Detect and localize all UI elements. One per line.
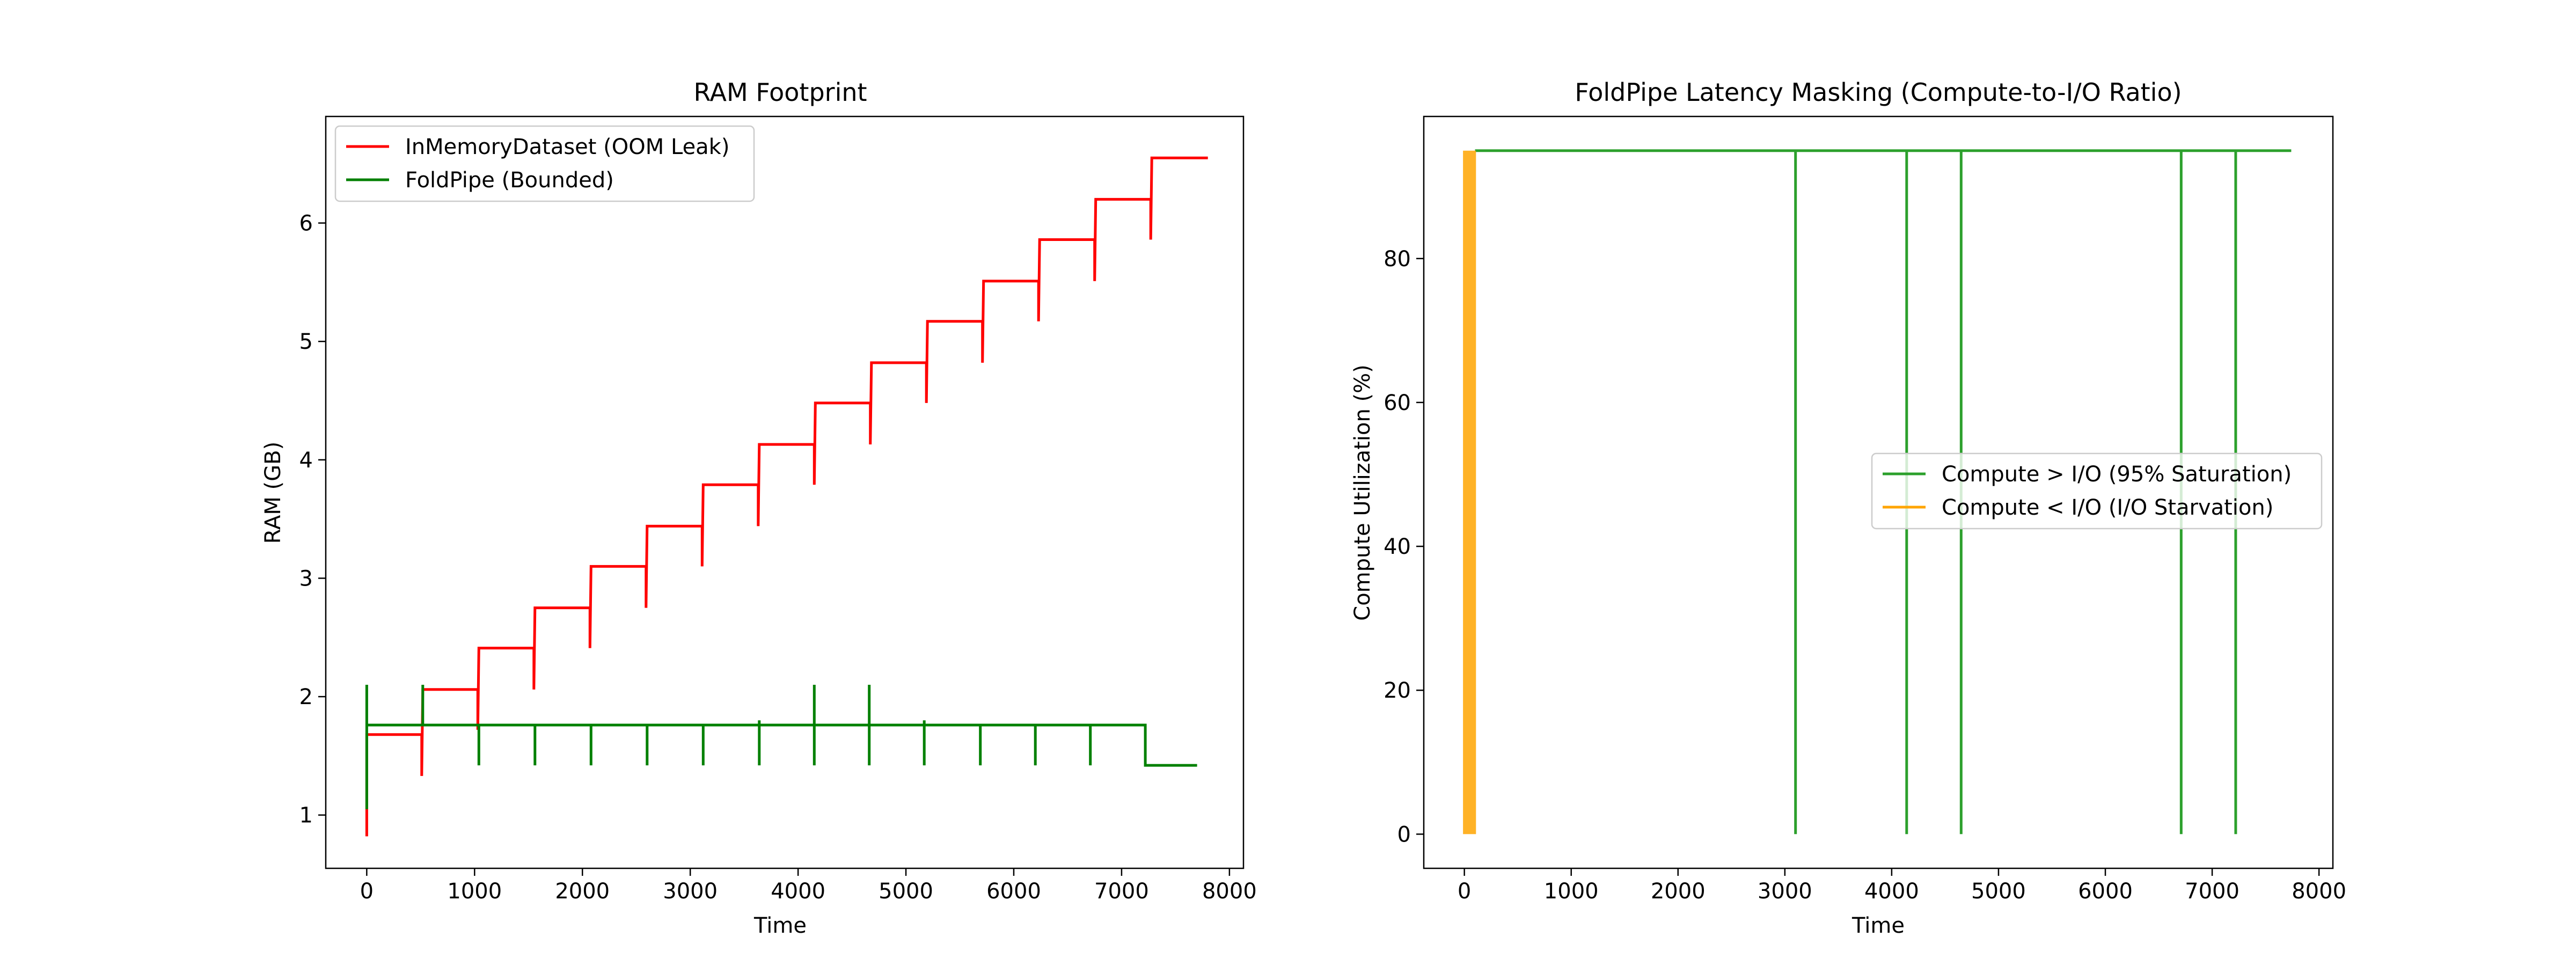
y-tick-label: 40 [1384,535,1411,559]
y-tick-label: 2 [299,685,313,709]
x-tick-label: 6000 [2078,879,2133,904]
x-tick-label: 8000 [1202,879,1257,904]
legend: Compute > I/O (95% Saturation) Compute < … [1871,452,2323,530]
y-tick-label: 60 [1384,391,1411,415]
x-tick-label: 3000 [1758,879,1812,904]
x-tick-label: 0 [360,879,374,904]
series-line-1 [1463,150,1476,835]
axes-frame [1423,115,2334,869]
x-tick-label: 5000 [879,879,933,904]
x-tick-label: 8000 [2292,879,2346,904]
series-line-0 [1475,149,2292,835]
axes-frame [325,115,1245,869]
x-axis-label: Time [1851,913,1905,938]
y-tick-label: 0 [1397,822,1411,847]
y-tick-label: 20 [1384,678,1411,703]
y-axis-label: Compute Utilization (%) [1350,364,1375,620]
y-tick-label: 80 [1384,247,1411,272]
x-tick-label: 4000 [771,879,825,904]
series-line-1 [365,685,1197,809]
x-tick-label: 2000 [1651,879,1706,904]
ram-footprint-chart: RAM Footprint 0 1000 2000 3000 4000 5000 6000 7… [261,78,1257,938]
y-tick-label: 4 [299,448,313,473]
x-tick-label: 5000 [1971,879,2026,904]
x-tick-label: 4000 [1864,879,1919,904]
y-tick-label: 1 [299,803,313,828]
y-tick-label: 6 [299,211,313,236]
legend-entry: Compute < I/O (I/O Starvation) [1942,495,2273,520]
legend-entry: Compute > I/O (95% Saturation) [1942,462,2292,487]
x-tick-label: 1000 [447,879,502,904]
x-tick-label: 0 [1458,879,1471,904]
legend: InMemoryDataset (OOM Leak) FoldPipe (Boun… [334,125,755,202]
legend-entry: InMemoryDataset (OOM Leak) [405,135,729,159]
plot-area: 0 1000 2000 3000 4000 5000 6000 7000 8000 0 20 40 60… [1384,115,2346,904]
y-axis-label: RAM (GB) [261,442,286,544]
x-tick-label: 3000 [663,879,718,904]
legend-frame [1871,452,2323,530]
y-tick-label: 3 [299,566,313,591]
plot-area: 0 1000 2000 3000 4000 5000 6000 7000 8000 1 2 3 4 5 6 [299,115,1257,904]
legend-entry: FoldPipe (Bounded) [405,168,614,193]
x-tick-label: 7000 [2185,879,2240,904]
chart-title: FoldPipe Latency Masking (Compute-to-I/O… [1575,78,2182,107]
x-tick-label: 7000 [1094,879,1149,904]
y-tick-label: 5 [299,330,313,354]
x-tick-label: 1000 [1544,879,1599,904]
chart-title: RAM Footprint [693,78,867,107]
x-tick-label: 2000 [555,879,610,904]
latency-masking-chart: FoldPipe Latency Masking (Compute-to-I/O… [1350,78,2346,938]
x-tick-label: 6000 [986,879,1041,904]
series-line-0 [365,156,1208,837]
x-axis-label: Time [753,913,807,938]
legend-frame [334,125,755,202]
